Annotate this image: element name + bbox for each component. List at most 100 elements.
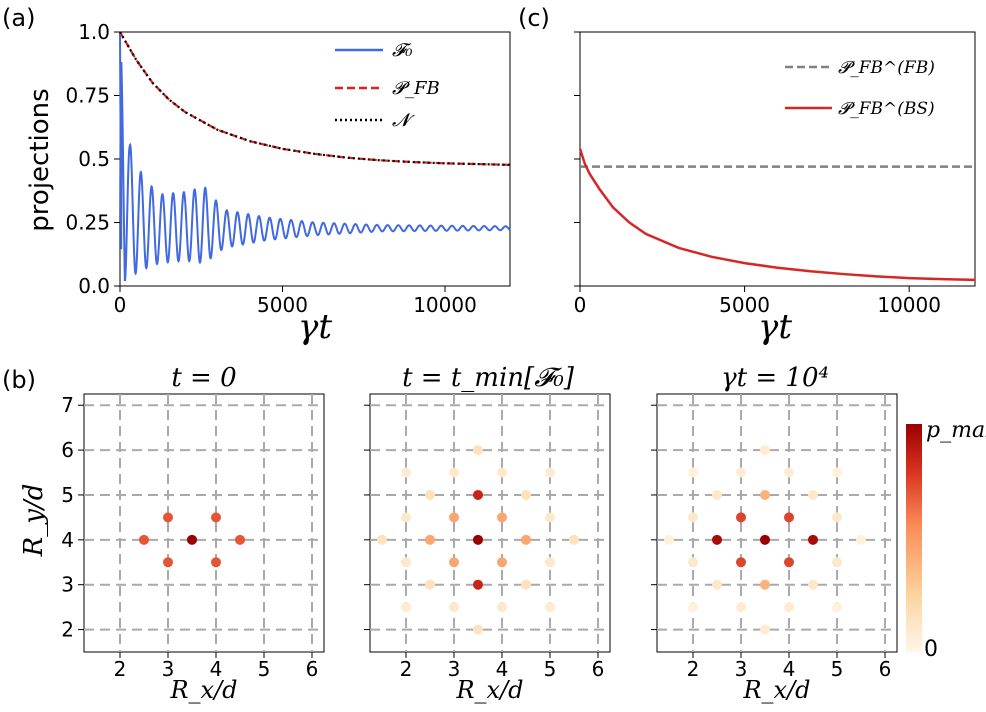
legend-pfb-bs: 𝓟_FB^(BS) (838, 99, 935, 119)
b-ytick-label: 3 (61, 573, 74, 597)
lattice-point (187, 534, 197, 545)
lattice-point (401, 512, 411, 523)
b-xtick-label: 6 (306, 657, 319, 681)
lattice-point (139, 534, 149, 545)
panel-a-frame (119, 31, 511, 287)
lattice-point (473, 534, 483, 545)
lattice-point (688, 557, 698, 568)
panel-a-legend: 𝓕₀ 𝓟_FB 𝓝 (335, 40, 440, 131)
lattice-point (712, 534, 722, 545)
lattice-point (760, 445, 770, 456)
lattice-point (736, 512, 746, 523)
subplot-tmin-title: t = t_min[𝓕₀] (402, 363, 575, 393)
b-xtick-label: 2 (114, 657, 127, 681)
legend-pfb: 𝓟_FB (392, 78, 440, 99)
lattice-point (545, 557, 555, 568)
lattice-point (425, 579, 435, 590)
subplot-t0-title: t = 0 (171, 363, 236, 393)
colorbar (906, 424, 922, 652)
lattice-point (449, 512, 459, 523)
a-xtick-label: 0 (114, 293, 127, 317)
lattice-point (808, 534, 818, 545)
b-xtick-label: 5 (544, 657, 557, 681)
b-ytick-label: 2 (61, 618, 74, 642)
a-ytick-label: 0.75 (65, 84, 110, 108)
c-xtick-label: 0 (574, 293, 587, 317)
lattice-point (760, 624, 770, 635)
lattice-point (521, 489, 531, 500)
panel-a: 0.0 0.25 0.5 0.75 1.0 0 5000 10000 projections… (25, 20, 511, 347)
subplot-t1e4-title: γt = 10⁴ (721, 363, 829, 393)
subplot-frame (369, 393, 611, 653)
b-ytick-label: 5 (61, 483, 74, 507)
colorbar-bottom-label: 0 (924, 637, 938, 662)
lattice-point (401, 602, 411, 613)
lattice-point (760, 579, 770, 590)
c-xtick-label: 10000 (877, 293, 941, 317)
c-xtick-label: 5000 (719, 293, 770, 317)
b-xtick-label: 5 (831, 657, 844, 681)
lattice-point (545, 602, 555, 613)
lattice-point (449, 557, 459, 568)
b-xtick-label: 2 (400, 657, 413, 681)
b-xtick-label: 6 (592, 657, 605, 681)
colorbar-top-label: p_max (926, 418, 986, 443)
legend-pfb-fb: 𝓟_FB^(FB) (838, 58, 935, 78)
b-xtick-label: 4 (496, 657, 509, 681)
lattice-point (545, 512, 555, 523)
legend-n: 𝓝 (392, 110, 415, 131)
lattice-point (473, 624, 483, 635)
panel-b-ylabel: R_y/d (19, 484, 49, 558)
lattice-point (163, 512, 173, 523)
lattice-point (473, 579, 483, 590)
subplot-tmin: 2 3 4 5 6 R_x/d (364, 393, 611, 704)
lattice-point (401, 467, 411, 478)
lattice-point (832, 557, 842, 568)
b-xtick-label: 3 (448, 657, 461, 681)
b-ytick-label: 7 (61, 393, 74, 417)
lattice-point (473, 445, 483, 456)
lattice-point (712, 489, 722, 500)
lattice-point (688, 512, 698, 523)
lattice-point (211, 512, 221, 523)
lattice-point (856, 534, 866, 545)
lattice-point (473, 489, 483, 500)
lattice-point (736, 557, 746, 568)
lattice-point (760, 489, 770, 500)
subplot-t0: 2 3 4 5 6 2 3 4 5 6 7 R_x/d (61, 393, 325, 704)
b-xtick-label: 4 (783, 657, 796, 681)
b-ytick-label: 4 (61, 528, 74, 552)
lattice-point (784, 467, 794, 478)
lattice-point (545, 467, 555, 478)
b-xtick-label: 5 (258, 657, 271, 681)
series-f0-line (119, 31, 511, 282)
lattice-point (521, 579, 531, 590)
lattice-point (784, 602, 794, 613)
lattice-point (211, 557, 221, 568)
subplot-xlabel: R_x/d (455, 676, 523, 704)
lattice-point (497, 557, 507, 568)
b-xtick-label: 3 (162, 657, 175, 681)
legend-f0: 𝓕₀ (392, 40, 413, 61)
a-xtick-label: 10000 (413, 293, 477, 317)
panel-c-xlabel: γt (758, 307, 792, 347)
b-xtick-label: 4 (210, 657, 223, 681)
lattice-point (784, 557, 794, 568)
a-ytick-label: 0.5 (78, 147, 110, 171)
lattice-point (401, 557, 411, 568)
lattice-point (664, 534, 674, 545)
lattice-point (784, 512, 794, 523)
lattice-point (736, 602, 746, 613)
panel-letter-a: (a) (2, 4, 35, 32)
lattice-point (808, 579, 818, 590)
series-pfb-line (119, 31, 511, 166)
subplot-xlabel: R_x/d (742, 676, 810, 704)
lattice-point (497, 512, 507, 523)
a-ytick-label: 0.0 (78, 274, 110, 298)
lattice-point (449, 467, 459, 478)
panel-b: R_y/d 2 3 4 5 6 2 3 4 5 6 7 R_x/d 2 3 4 5 6 R_x/d 2 3 4 5 6 R… (19, 363, 986, 704)
b-xtick-label: 3 (735, 657, 748, 681)
subplot-frame (83, 393, 325, 653)
lattice-point (760, 534, 770, 545)
